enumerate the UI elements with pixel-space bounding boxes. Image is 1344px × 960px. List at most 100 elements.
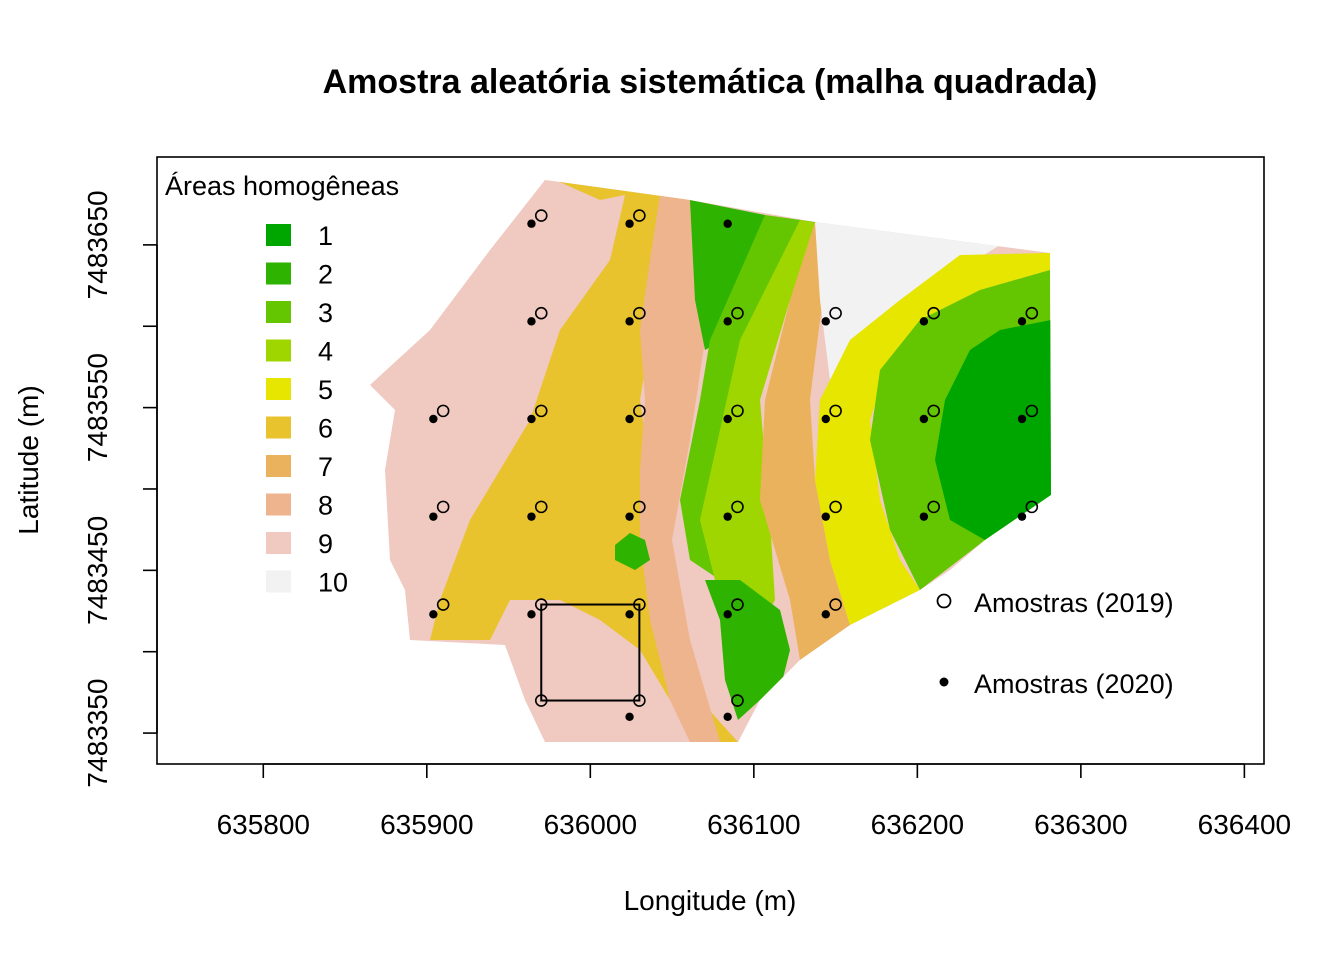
zone-legend-swatch (266, 493, 291, 516)
sample-point-2020 (723, 414, 732, 424)
zone-legend-swatch (266, 378, 291, 400)
sample-point-2020 (723, 610, 732, 619)
sample-point-2019 (534, 404, 548, 418)
x-tick-label: 636000 (544, 809, 637, 840)
zone-5-area (815, 253, 1050, 625)
y-tick-label: 7483550 (82, 353, 113, 462)
x-axis: 635800 635900 636000 636100 636200 636300 6364… (217, 763, 1291, 840)
sample-point-2019 (927, 500, 940, 514)
sample-point-2020 (821, 512, 830, 521)
y-tick-label: 7483450 (82, 516, 113, 625)
sample-point-2019 (1025, 404, 1039, 418)
y-tick-label: 7483350 (82, 679, 113, 788)
zone-legend-label: 1 (318, 221, 333, 251)
zone-legend-swatch (266, 455, 291, 477)
sample-point-2019 (731, 500, 744, 514)
sample-point-2020 (527, 512, 536, 521)
sample-point-2020 (1017, 317, 1027, 326)
zone-4-area (700, 220, 830, 660)
sample-point-2020 (625, 712, 634, 722)
sample-point-2019 (633, 209, 646, 222)
sample-point-2020 (821, 610, 830, 619)
sample-point-2019 (633, 404, 646, 418)
zones-legend: Áreas homogêneas 1 2 3 4 5 6 7 8 9 10 (165, 171, 399, 598)
sample-point-2020 (919, 317, 929, 326)
zone-1-area (935, 320, 1051, 540)
zones-legend-title: Áreas homogêneas (165, 171, 399, 201)
sample-point-2019 (731, 598, 744, 611)
zone-legend-swatch (266, 532, 291, 554)
sampling-cell-square (540, 603, 641, 702)
sample-point-2020 (723, 712, 732, 722)
series-2019-points (436, 209, 1039, 707)
sample-point-2020 (527, 219, 536, 228)
x-tick-label: 635800 (217, 809, 310, 840)
zone-legend-swatch (266, 416, 291, 439)
zone-legend-swatch (266, 224, 291, 246)
x-tick-label: 636400 (1198, 809, 1291, 840)
zone-legend-swatch (266, 339, 291, 362)
sample-point-2020 (1017, 414, 1027, 424)
zone-legend-label: 7 (318, 452, 333, 482)
y-axis-label: Latitude (m) (13, 385, 44, 534)
zone-legend-label: 10 (318, 568, 348, 598)
sample-point-2019 (829, 500, 842, 514)
sample-point-2020 (527, 610, 536, 619)
sample-point-2019 (927, 306, 940, 320)
sample-point-2020 (625, 610, 634, 619)
sample-point-2020 (625, 414, 634, 424)
zone-7-area (760, 222, 850, 660)
sample-point-2020 (429, 512, 438, 521)
sample-point-2020 (1017, 512, 1027, 521)
sample-point-2019 (436, 598, 450, 611)
sample-point-2019 (731, 404, 744, 418)
legend-2019-label: Amostras (2019) (974, 588, 1174, 618)
sample-point-2020 (821, 414, 830, 424)
zone-legend-label: 2 (318, 260, 333, 290)
sample-point-2020 (625, 219, 634, 228)
zone-legend-label: 8 (318, 491, 333, 521)
sample-point-2020 (429, 414, 438, 424)
points-legend: Amostras (2019) Amostras (2020) (936, 588, 1174, 699)
sample-point-2020 (429, 610, 438, 619)
zone-legend-label: 9 (318, 529, 333, 559)
sample-point-2020 (625, 512, 634, 521)
zone-1-small-area (615, 533, 650, 570)
sample-point-2020 (527, 414, 536, 424)
x-tick-label: 636300 (1034, 809, 1127, 840)
sample-point-2019 (829, 404, 842, 418)
y-axis: 7483350 7483450 7483550 7483650 (82, 190, 158, 788)
sample-point-2019 (534, 209, 548, 222)
sample-point-2019 (436, 500, 450, 514)
x-tick-label: 635900 (380, 809, 473, 840)
sample-point-2020 (723, 512, 732, 521)
zone-legend-label: 4 (318, 337, 333, 367)
sample-point-2019 (534, 694, 548, 707)
zone-legend-swatch (266, 262, 291, 285)
sample-point-2019 (534, 598, 548, 611)
sample-point-2019 (633, 500, 646, 514)
sample-point-2019 (436, 404, 450, 418)
sample-point-2019 (731, 306, 744, 320)
sample-point-2020 (527, 317, 536, 326)
zones-raster (370, 180, 1051, 742)
sample-point-2020 (821, 317, 830, 326)
sample-point-2019 (534, 306, 548, 320)
zone-legend-swatch (266, 570, 291, 593)
x-axis-label: Longitude (m) (624, 885, 797, 916)
sample-point-2019 (1025, 306, 1039, 320)
x-tick-label: 636100 (707, 809, 800, 840)
series-2020-points (429, 219, 1027, 722)
sample-point-2020 (723, 317, 732, 326)
y-tick-label: 7483650 (82, 190, 113, 299)
zones-legend-entries: 1 2 3 4 5 6 7 8 9 10 (266, 221, 348, 598)
sample-point-2019 (731, 694, 744, 707)
sample-point-2020 (919, 512, 929, 521)
sample-point-2020 (625, 317, 634, 326)
legend-open-circle-icon (936, 593, 952, 609)
sample-point-2020 (919, 414, 929, 424)
chart-title: Amostra aleatória sistemática (malha qua… (323, 63, 1098, 101)
x-tick-label: 636200 (871, 809, 964, 840)
legend-filled-dot-icon (939, 677, 949, 687)
